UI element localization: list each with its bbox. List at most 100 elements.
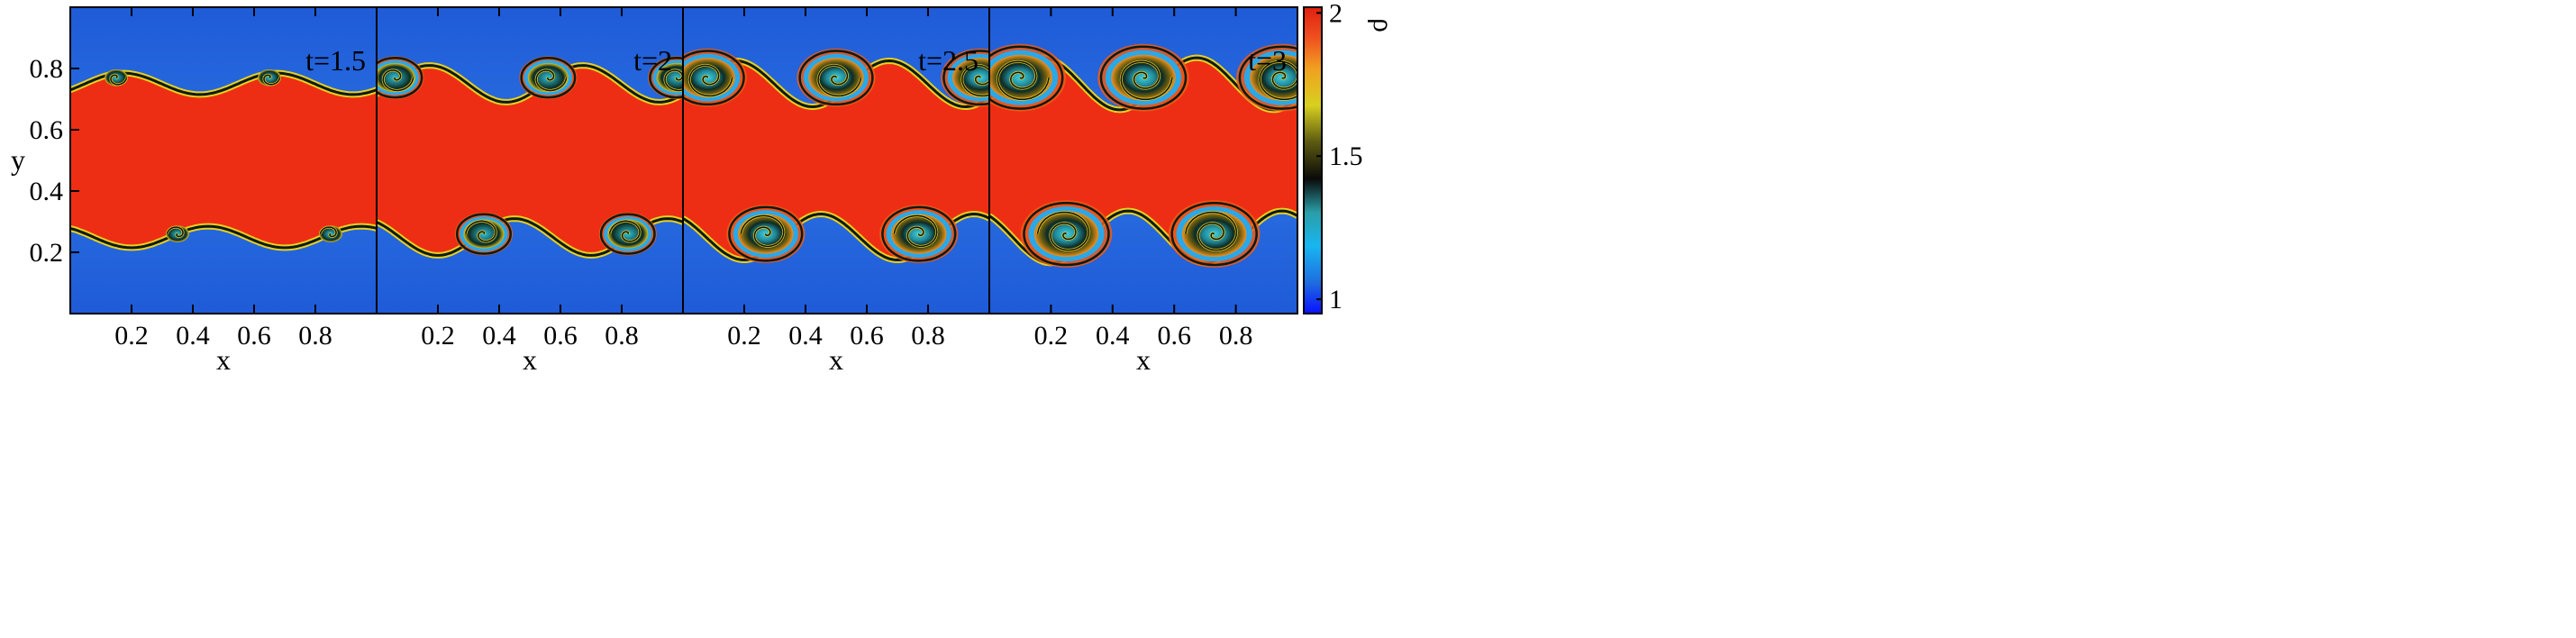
x-tick-label: 0.6 [1157,321,1191,351]
y-tick-label: 0.6 [30,115,64,145]
vortex-outer-edge [1170,201,1258,267]
x-tick-label: 0.2 [114,321,149,351]
x-tick-label: 0.6 [237,321,271,351]
vortex-spiral-edge [997,60,1050,100]
y-tick-label: 0.4 [30,177,64,206]
time-label-panel-1: t=1.5 [305,44,366,77]
y-tick-label: 0.2 [30,238,64,268]
x-tick-label: 0.8 [298,321,332,351]
panels-layer [70,7,1297,314]
upper-vortex-1 [377,56,424,99]
panel-frame-4 [988,6,1298,314]
vortex-spiral-edge [740,214,785,248]
vortex-spiral-edge [664,69,683,92]
vortex-core [952,58,989,98]
density-panel-3 [683,7,989,314]
colorbar-label: ρ [1368,18,1400,32]
x-axis-title-panel-1: x [216,343,231,376]
colorbar-tick-label: 2 [1329,0,1343,28]
x-tick-label: 0.4 [788,321,823,351]
vortex-spiral-edge [166,226,184,238]
upper-vortex-3 [1236,43,1297,112]
lower-vortex-2 [1168,200,1261,268]
y-axis-title: y [11,143,25,176]
upper-vortex-1 [683,48,747,107]
upper-vortex-2 [796,48,876,107]
lower-vortex-1 [726,205,806,263]
density-panel-4 [989,7,1297,314]
vortex-spiral-edge [535,69,568,92]
time-label-panel-2: t=2 [633,44,672,77]
upper-vortex-2 [519,56,578,99]
vortex-outer-edge [1238,45,1297,110]
colorbar-tick-label: 1.5 [1329,141,1363,171]
x-tick-label: 0.8 [1219,321,1253,351]
y-tick-label: 0.8 [30,54,64,84]
vortex-spiral-edge [382,69,414,92]
vortex-outer-edge [942,50,989,106]
x-tick-label: 0.4 [176,321,210,351]
vortex-outer-edge [989,45,1064,110]
time-label-panel-3: t=2.5 [918,44,979,77]
vortex-outer-edge [798,50,874,106]
x-axis-title-panel-4: x [1136,343,1151,376]
vortex-spiral-edge [817,64,862,97]
vortex-outer-edge [1023,201,1110,267]
vortex-spiral-edge [893,214,938,248]
upper-vortex-1 [989,43,1066,112]
vortex-spiral-edge [961,64,989,97]
x-axis-title-panel-3: x [829,343,843,376]
x-tick-label: 0.2 [1034,321,1069,351]
vortex-outer-edge [881,205,957,262]
axes-layer: t=1.5 t=2 t=2.5 t=3 0.2 0.4 0.6 0.8 x 0.2 0.4 0.6 0.… [11,6,1298,376]
density-panel-1 [70,7,377,314]
upper-vortex-3 [941,48,989,107]
colorbar-tick-label: 1 [1329,285,1343,314]
lower-vortex-2 [879,205,959,263]
vortex-spiral-edge [1259,60,1297,100]
x-tick-label: 0.4 [482,321,516,351]
x-axis-title-panel-2: x [523,343,537,376]
x-tick-label: 0.8 [605,321,639,351]
lower-vortex-2 [318,225,342,242]
upper-vortex-2 [1097,43,1189,112]
lower-vortex-1 [165,225,189,242]
vortex-outer-edge [683,50,745,106]
vortex-spiral-edge [263,74,281,86]
vortex-outer-edge [456,213,512,255]
x-tick-label: 0.8 [911,321,945,351]
lower-vortex-1 [454,212,514,256]
density-panel-2 [377,7,683,314]
vortex-outer-edge [599,213,656,255]
dense-fluid-band [377,65,683,256]
colorbar-gradient [1303,6,1323,314]
lower-vortex-2 [598,212,657,256]
x-tick-label: 0.2 [421,321,455,351]
vortex-outer-edge [728,205,804,262]
vortex-spiral-edge [1120,60,1173,100]
vortex-spiral-edge [465,220,496,242]
vortex-spiral-edge [688,64,733,97]
x-tick-label: 0.4 [1096,321,1130,351]
vortex-outer-edge [520,57,577,99]
colorbar: 1 1.5 2 ρ [1303,0,1400,314]
upper-vortex-3 [648,56,683,99]
dense-fluid-band [70,73,377,248]
x-tick-label: 0.6 [543,321,578,351]
vortex-spiral-edge [110,74,128,86]
vortex-spiral-edge [1184,211,1238,251]
upper-vortex-2 [258,68,282,87]
vortex-outer-edge [1099,45,1188,110]
x-tick-label: 0.2 [727,321,761,351]
upper-vortex-1 [105,68,129,87]
vortex-outer-edge [649,57,683,99]
x-tick-label: 0.6 [850,321,884,351]
vortex-spiral-edge [608,220,641,242]
time-label-panel-4: t=3 [1248,44,1287,77]
vortex-outer-edge [377,57,423,99]
vortex-spiral-edge [319,226,337,238]
vortex-spiral-edge [1036,211,1090,251]
lower-vortex-1 [1020,200,1113,268]
